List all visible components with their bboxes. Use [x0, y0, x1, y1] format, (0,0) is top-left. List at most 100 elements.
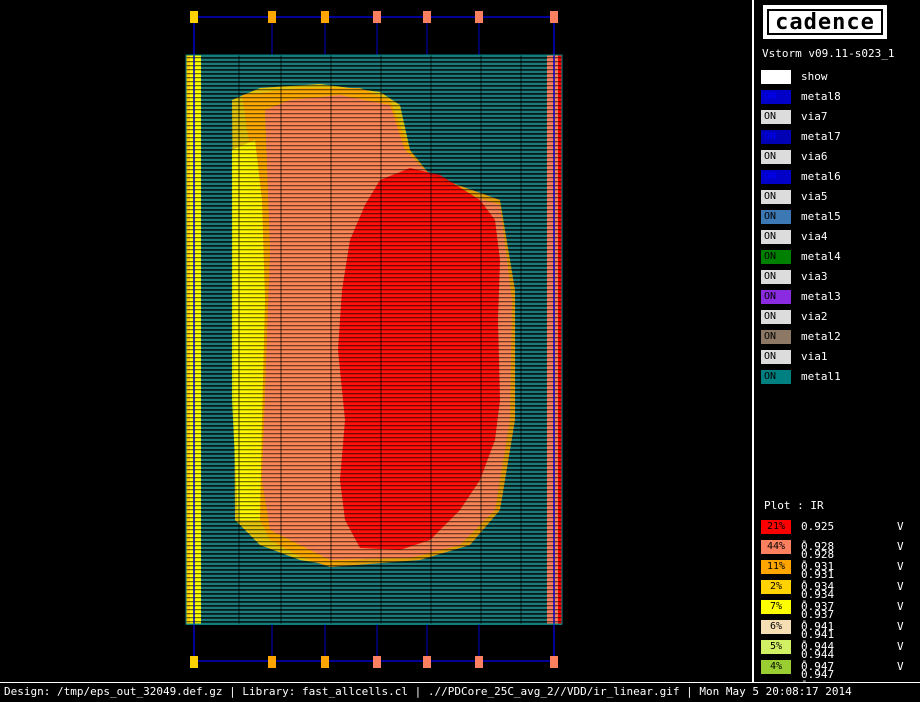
row-gap — [186, 333, 562, 335]
ir-drop-map[interactable] — [0, 0, 750, 680]
vertical-strap — [238, 55, 240, 624]
legend-percent: 6% — [761, 620, 791, 634]
row-gap — [186, 181, 562, 183]
row-gap — [186, 117, 562, 119]
layer-toggle-metal3[interactable]: ON — [761, 290, 791, 304]
row-gap — [186, 153, 562, 155]
row-gap — [186, 505, 562, 507]
row-gap — [186, 213, 562, 215]
row-gap — [186, 621, 562, 623]
row-gap — [186, 513, 562, 515]
row-gap — [186, 281, 562, 283]
top-pin — [550, 11, 558, 23]
row-gap — [186, 129, 562, 131]
cadence-logo: cadence — [763, 5, 887, 39]
row-gap — [186, 165, 562, 167]
layout-viewer-canvas[interactable] — [0, 0, 750, 680]
bottom-pin — [321, 656, 329, 668]
row-gap — [186, 109, 562, 111]
legend-percent: 21% — [761, 520, 791, 534]
layer-toggle-show[interactable] — [761, 70, 791, 84]
row-gap — [186, 289, 562, 291]
row-gap — [186, 573, 562, 575]
bottom-pin — [550, 656, 558, 668]
row-gap — [186, 529, 562, 531]
vertical-strap — [280, 55, 282, 624]
bottom-pin — [423, 656, 431, 668]
row-gap — [186, 569, 562, 571]
row-gap — [186, 253, 562, 255]
layer-toggle-metal5[interactable]: ON — [761, 210, 791, 224]
row-gap — [186, 481, 562, 483]
row-gap — [186, 469, 562, 471]
row-gap — [186, 177, 562, 179]
row-gap — [186, 445, 562, 447]
row-gap — [186, 93, 562, 95]
row-gap — [186, 421, 562, 423]
row-gap — [186, 365, 562, 367]
layer-toggle-via1[interactable]: ON — [761, 350, 791, 364]
legend-range: 0.937 - 0.941 — [801, 600, 835, 641]
row-gap — [186, 245, 562, 247]
row-gap — [186, 297, 562, 299]
metal1-row — [186, 79, 562, 81]
metal-stripes — [186, 55, 562, 624]
row-gap — [186, 97, 562, 99]
layer-toggle-via7[interactable]: ON — [761, 110, 791, 124]
legend-unit: V — [897, 640, 904, 653]
metal1-row — [186, 87, 562, 89]
layer-name: via5 — [801, 190, 828, 203]
layer-toggle-metal4[interactable]: ON — [761, 250, 791, 264]
metal1-row — [186, 583, 562, 585]
layer-toggle-via2[interactable]: ON — [761, 310, 791, 324]
row-gap — [186, 373, 562, 375]
row-gap — [186, 285, 562, 287]
row-gap — [186, 277, 562, 279]
layer-toggle-via5[interactable]: ON — [761, 190, 791, 204]
region-red — [338, 168, 500, 550]
row-gap — [186, 417, 562, 419]
row-gap — [186, 209, 562, 211]
legend-unit: V — [897, 560, 904, 573]
row-gap — [186, 161, 562, 163]
row-gap — [186, 557, 562, 559]
layer-toggle-via3[interactable]: ON — [761, 270, 791, 284]
layer-toggle-metal1[interactable]: ON — [761, 370, 791, 384]
row-gap — [186, 533, 562, 535]
row-gap — [186, 225, 562, 227]
row-gap — [186, 565, 562, 567]
legend-unit: V — [897, 600, 904, 613]
logo-text: cadence — [767, 9, 883, 35]
layer-toggle-via4[interactable]: ON — [761, 230, 791, 244]
row-gap — [186, 237, 562, 239]
row-gap — [186, 449, 562, 451]
row-gap — [186, 61, 562, 63]
vertical-strap — [430, 55, 432, 624]
legend-range: 0.934 - 0.937 — [801, 580, 835, 621]
top-pin — [373, 11, 381, 23]
row-gap — [186, 121, 562, 123]
metal1-row — [186, 595, 562, 597]
layer-toggle-metal8[interactable]: ON — [761, 90, 791, 104]
layer-name: metal6 — [801, 170, 841, 183]
metal1-row — [186, 571, 562, 573]
row-gap — [186, 477, 562, 479]
layer-name: show — [801, 70, 828, 83]
row-gap — [186, 589, 562, 591]
top-pin — [423, 11, 431, 23]
row-gap — [186, 401, 562, 403]
row-gap — [186, 261, 562, 263]
bottom-pin — [268, 656, 276, 668]
row-gap — [186, 353, 562, 355]
row-gap — [186, 57, 562, 59]
layer-toggle-metal2[interactable]: ON — [761, 330, 791, 344]
metal1-row — [186, 67, 562, 69]
row-gap — [186, 345, 562, 347]
layer-toggle-metal6[interactable]: ON — [761, 170, 791, 184]
row-gap — [186, 257, 562, 259]
layer-toggle-metal7[interactable]: ON — [761, 130, 791, 144]
layer-toggle-via6[interactable]: ON — [761, 150, 791, 164]
row-gap — [186, 553, 562, 555]
layer-name: via2 — [801, 310, 828, 323]
row-gap — [186, 497, 562, 499]
